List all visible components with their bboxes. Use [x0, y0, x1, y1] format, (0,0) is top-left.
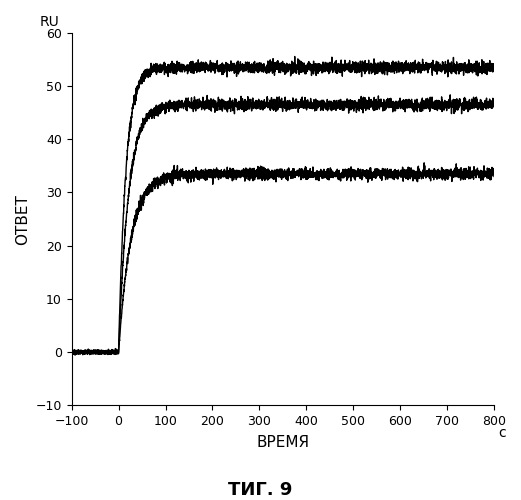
- Text: RU: RU: [40, 15, 60, 29]
- Text: ΤИГ. 9: ΤИГ. 9: [228, 481, 293, 499]
- Y-axis label: ОТВЕТ: ОТВЕТ: [15, 194, 30, 244]
- X-axis label: ВРЕМЯ: ВРЕМЯ: [256, 435, 309, 450]
- Text: с: с: [498, 426, 506, 440]
